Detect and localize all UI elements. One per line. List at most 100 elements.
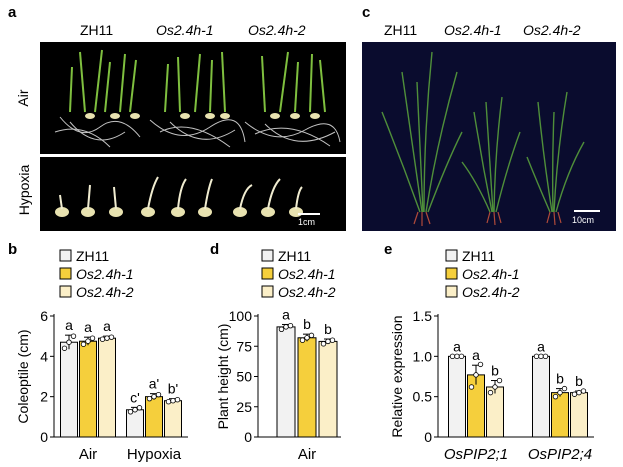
point-e-1-0-1 xyxy=(538,353,544,360)
point-b-0-2-0 xyxy=(99,336,106,342)
sig-letter-e-1-0: a xyxy=(537,338,545,354)
legend-label-d-1: Os2.4h-1 xyxy=(278,266,336,282)
point-e-0-1-1 xyxy=(473,372,479,378)
point-b-1-0-0 xyxy=(127,409,134,415)
point-b-1-0-1 xyxy=(132,407,138,413)
point-e-1-2-0 xyxy=(571,391,578,397)
point-e-0-2-0 xyxy=(487,389,494,396)
sig-letter-b-0-0: a xyxy=(65,317,73,333)
point-b-1-1-1 xyxy=(151,393,157,400)
point-b-1-2-1 xyxy=(170,397,176,404)
point-b-0-1-2 xyxy=(89,335,96,341)
bar-d-0-0 xyxy=(276,326,296,438)
bar-b-0-2 xyxy=(98,337,116,438)
point-d-0-1-0 xyxy=(299,337,306,343)
sig-letter-b-0-2: a xyxy=(103,318,111,334)
sig-letter-d-0-0: a xyxy=(282,306,290,322)
y-tick-label-b-1: 2 xyxy=(40,389,48,405)
point-e-1-2-1 xyxy=(576,389,582,396)
bar-b-1-1 xyxy=(145,396,163,438)
point-e-1-0-0 xyxy=(533,353,540,360)
point-e-0-2-2 xyxy=(496,377,503,384)
point-e-1-1-2 xyxy=(561,385,568,392)
photo-plants-air: 10cm xyxy=(362,42,616,231)
chart-b-coleoptile: b ZH11 Os2.4h-1 Os2.4h-2 0 2 4 6 Coleoptile (cm)… xyxy=(8,241,188,463)
y-tick-label-d-4: 100 xyxy=(229,308,253,324)
y-tick-label-b-2: 4 xyxy=(40,348,48,364)
x-category-e-0: OsPIP2;1 xyxy=(444,446,508,463)
point-e-0-0-2 xyxy=(458,353,465,360)
photo-air-seedlings xyxy=(40,42,346,154)
sig-letter-b-0-1: a xyxy=(84,319,92,335)
charts-area: b ZH11 Os2.4h-1 Os2.4h-2 0 2 4 6 Coleoptile (cm)… xyxy=(8,241,594,463)
point-e-1-2-2 xyxy=(580,388,587,394)
sig-letter-b-1-1: a' xyxy=(149,376,159,392)
point-d-0-1-2 xyxy=(308,332,315,339)
y-tick-label-b-3: 6 xyxy=(40,308,48,324)
point-b-0-0-2 xyxy=(70,333,77,339)
point-b-0-0-1 xyxy=(66,339,72,345)
panel-a-genotype-2: Os2.4h-1 xyxy=(156,22,214,38)
sig-letter-b-1-0: c' xyxy=(130,389,140,405)
legend-swatch-d-2 xyxy=(261,285,274,298)
panel-label-b: b xyxy=(8,241,17,258)
y-tick-label-e-1: 0.5 xyxy=(413,389,433,405)
bar-e-1-0 xyxy=(532,355,550,438)
point-b-0-2-2 xyxy=(108,334,115,340)
panel-c-genotype-2: Os2.4h-1 xyxy=(444,22,502,38)
plants-illustration xyxy=(381,51,585,226)
legend-label-e-2: Os2.4h-2 xyxy=(462,284,520,300)
bar-d-0-1 xyxy=(297,337,317,438)
y-label-e: Relative expression xyxy=(389,315,405,437)
y-tick-label-e-3: 1.5 xyxy=(413,308,433,324)
point-b-1-1-0 xyxy=(146,395,153,402)
scale-label-a: 1cm xyxy=(298,217,316,227)
scale-bar-c xyxy=(574,210,600,212)
point-e-0-1-2 xyxy=(477,361,484,368)
legend-label-e-0: ZH11 xyxy=(462,248,495,264)
scale-bar-a xyxy=(298,213,320,215)
y-tick-label-d-3: 75 xyxy=(236,338,252,354)
point-d-0-2-0 xyxy=(320,341,327,347)
legend-swatch-b-1 xyxy=(59,267,72,280)
bar-b-0-0 xyxy=(60,341,78,438)
point-b-1-1-2 xyxy=(155,391,162,398)
legend-swatch-d-1 xyxy=(261,267,274,280)
legend-swatch-b-0 xyxy=(59,249,72,262)
bar-e-1-2 xyxy=(570,392,588,438)
point-b-0-0-0 xyxy=(61,345,68,351)
point-d-0-2-2 xyxy=(329,337,336,343)
point-e-0-1-0 xyxy=(468,384,475,390)
point-b-1-2-2 xyxy=(174,396,181,403)
y-tick-label-e-0: 0 xyxy=(424,429,432,445)
sig-letter-e-0-1: a xyxy=(472,347,480,363)
point-e-0-0-1 xyxy=(454,353,460,360)
photo-hypoxia-seedlings: 1cm xyxy=(40,157,346,231)
y-tick-label-b-0: 0 xyxy=(40,429,48,445)
panel-a-row-air: Air xyxy=(15,89,31,107)
point-e-1-1-0 xyxy=(552,393,559,400)
bar-d-0-2 xyxy=(318,340,338,438)
point-d-0-2-1 xyxy=(325,338,331,345)
point-e-0-0-0 xyxy=(449,353,456,360)
y-tick-label-d-1: 25 xyxy=(236,399,252,415)
panel-a-genotype-3: Os2.4h-2 xyxy=(248,22,306,38)
point-b-1-2-0 xyxy=(165,399,172,405)
y-label-d: Plant height (cm) xyxy=(215,324,231,430)
legend-swatch-d-0 xyxy=(261,249,274,262)
legend-label-e-1: Os2.4h-1 xyxy=(462,266,520,282)
panel-c-genotype-3: Os2.4h-2 xyxy=(523,22,581,38)
panel-a-genotype-1: ZH11 xyxy=(80,22,114,38)
legend-swatch-e-1 xyxy=(445,267,458,280)
y-tick-label-e-2: 1.0 xyxy=(413,348,433,364)
x-category-b-1: Hypoxia xyxy=(127,446,182,463)
y-label-b: Coleoptile (cm) xyxy=(15,329,31,423)
bar-b-0-1 xyxy=(79,340,97,438)
legend-label-d-2: Os2.4h-2 xyxy=(278,284,336,300)
point-b-0-1-1 xyxy=(85,338,91,344)
point-e-0-2-1 xyxy=(492,384,498,390)
panel-label-e: e xyxy=(384,241,392,258)
legend-label-b-0: ZH11 xyxy=(76,248,109,264)
point-b-0-1-0 xyxy=(80,341,87,347)
